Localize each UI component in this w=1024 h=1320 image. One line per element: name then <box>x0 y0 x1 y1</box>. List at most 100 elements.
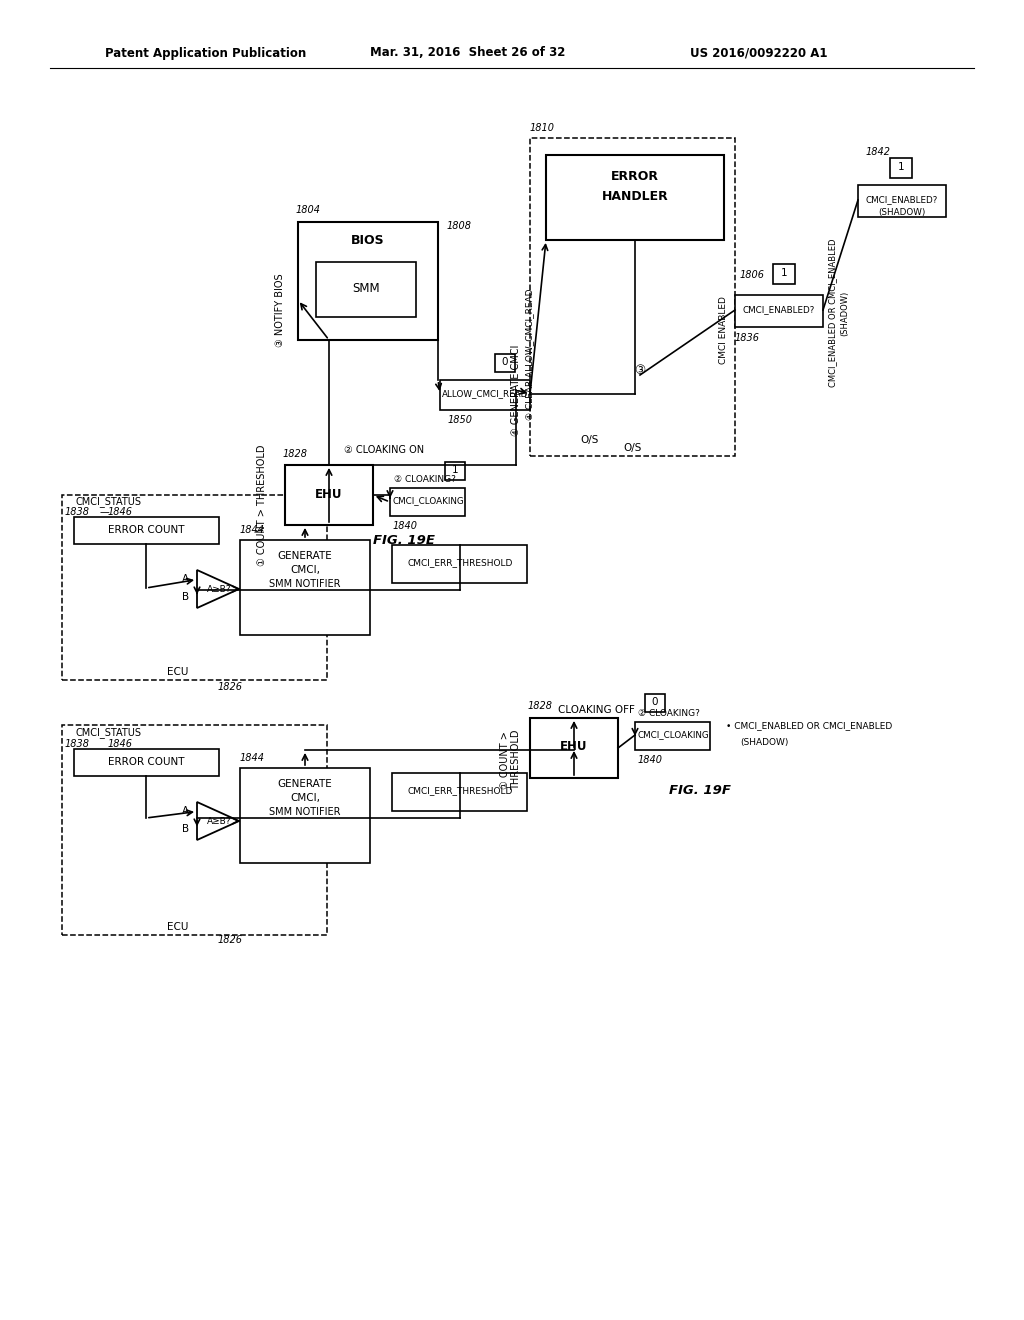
Text: A≥B?: A≥B? <box>207 585 231 594</box>
Bar <box>74 517 219 544</box>
Bar <box>530 139 735 455</box>
Text: 1842: 1842 <box>866 147 891 157</box>
Text: ③ NOTIFY BIOS: ③ NOTIFY BIOS <box>275 273 285 347</box>
Text: 1: 1 <box>452 465 459 475</box>
Text: FIG. 19F: FIG. 19F <box>669 784 731 796</box>
Text: 1840: 1840 <box>638 755 663 766</box>
Text: BIOS: BIOS <box>351 234 385 247</box>
Text: O/S: O/S <box>624 444 642 453</box>
Text: (SHADOW): (SHADOW) <box>879 207 926 216</box>
Bar <box>546 154 724 240</box>
Bar <box>392 545 527 583</box>
Text: 1826: 1826 <box>217 935 243 945</box>
Text: ③: ③ <box>635 363 645 376</box>
Text: —: — <box>100 507 110 517</box>
Text: 0: 0 <box>502 356 508 367</box>
Text: CMCI_ENABLED?: CMCI_ENABLED? <box>866 195 938 205</box>
Text: 1826: 1826 <box>217 682 243 692</box>
Text: 1844: 1844 <box>240 752 265 763</box>
Text: 1806: 1806 <box>740 271 765 280</box>
Bar <box>635 722 710 750</box>
Text: 1846: 1846 <box>108 739 133 748</box>
Text: ① COUNT > THRESHOLD: ① COUNT > THRESHOLD <box>257 445 267 566</box>
Text: 1846: 1846 <box>108 507 133 517</box>
Text: ④ GENERATE CMCI: ④ GENERATE CMCI <box>511 345 521 436</box>
Text: 1808: 1808 <box>447 220 472 231</box>
Text: CMCI_CLOAKING: CMCI_CLOAKING <box>392 496 464 506</box>
Text: GENERATE: GENERATE <box>278 779 333 789</box>
Bar <box>390 488 465 516</box>
Text: CMCI_ERR_THRESHOLD: CMCI_ERR_THRESHOLD <box>408 558 513 568</box>
Text: CMCI ENABLED: CMCI ENABLED <box>720 296 728 364</box>
Bar <box>62 725 327 935</box>
Bar <box>440 380 530 411</box>
Bar <box>240 768 370 863</box>
Text: (SHADOW): (SHADOW) <box>841 290 850 335</box>
Text: 1838: 1838 <box>65 507 90 517</box>
Bar <box>735 294 823 327</box>
Text: ALLOW_CMCI_READ: ALLOW_CMCI_READ <box>441 389 528 399</box>
Bar <box>530 718 618 777</box>
Text: US 2016/0092220 A1: US 2016/0092220 A1 <box>690 46 827 59</box>
Text: CLOAKING OFF: CLOAKING OFF <box>557 705 635 715</box>
Text: ERROR COUNT: ERROR COUNT <box>108 756 184 767</box>
Bar <box>773 264 795 284</box>
Text: A≥B?: A≥B? <box>207 817 231 825</box>
Text: 1: 1 <box>898 162 904 172</box>
Text: 0: 0 <box>651 697 658 708</box>
Text: ERROR: ERROR <box>611 170 659 183</box>
Bar <box>74 748 219 776</box>
Text: A: A <box>182 574 189 585</box>
Bar <box>645 694 665 711</box>
Text: FIG. 19E: FIG. 19E <box>373 533 435 546</box>
Text: SMM NOTIFIER: SMM NOTIFIER <box>269 579 341 589</box>
Bar <box>316 261 416 317</box>
Text: Mar. 31, 2016  Sheet 26 of 32: Mar. 31, 2016 Sheet 26 of 32 <box>370 46 565 59</box>
Text: 1838: 1838 <box>65 739 90 748</box>
Text: ② CLOAKING?: ② CLOAKING? <box>394 475 456 484</box>
Text: ERROR COUNT: ERROR COUNT <box>108 525 184 535</box>
Text: CMCI_STATUS: CMCI_STATUS <box>75 496 141 507</box>
Text: ② CLOAKING?: ② CLOAKING? <box>638 710 699 718</box>
Text: CMCI_ERR_THRESHOLD: CMCI_ERR_THRESHOLD <box>408 787 513 796</box>
Text: CMCI_STATUS: CMCI_STATUS <box>75 727 141 738</box>
Text: ② CLOAKING ON: ② CLOAKING ON <box>344 445 424 455</box>
Text: CMCI_ENABLED OR CMCI_ENABLED: CMCI_ENABLED OR CMCI_ENABLED <box>828 239 838 387</box>
Text: 1810: 1810 <box>530 123 555 133</box>
Text: EHU: EHU <box>315 487 343 500</box>
Text: 1828: 1828 <box>528 701 553 711</box>
Text: ① COUNT >: ① COUNT > <box>500 731 510 789</box>
Bar <box>445 462 465 480</box>
Text: GENERATE: GENERATE <box>278 550 333 561</box>
Text: 1840: 1840 <box>393 521 418 531</box>
Text: 1804: 1804 <box>296 205 321 215</box>
Text: SMM NOTIFIER: SMM NOTIFIER <box>269 807 341 817</box>
Text: CMCI_ENABLED?: CMCI_ENABLED? <box>742 305 815 314</box>
Text: B: B <box>182 825 189 834</box>
Bar <box>62 495 327 680</box>
Text: 1: 1 <box>780 268 787 279</box>
Text: THRESHOLD: THRESHOLD <box>511 730 521 791</box>
Text: 1850: 1850 <box>449 414 473 425</box>
Text: EHU: EHU <box>560 741 588 754</box>
Text: A: A <box>182 807 189 817</box>
Text: CMCI_CLOAKING: CMCI_CLOAKING <box>637 730 709 739</box>
Text: SMM: SMM <box>352 281 380 294</box>
Text: Patent Application Publication: Patent Application Publication <box>105 46 306 59</box>
Text: ECU: ECU <box>167 667 188 677</box>
Text: CMCI,: CMCI, <box>290 565 319 576</box>
Text: CMCI,: CMCI, <box>290 793 319 803</box>
Text: • CMCI_ENABLED OR CMCI_ENABLED: • CMCI_ENABLED OR CMCI_ENABLED <box>726 722 892 730</box>
Text: ④ CLEAR ALLOW_CMCI_READ: ④ CLEAR ALLOW_CMCI_READ <box>525 288 535 420</box>
Bar <box>392 774 527 810</box>
Text: 1844: 1844 <box>240 525 265 535</box>
Bar <box>858 185 946 216</box>
Text: 1828: 1828 <box>283 449 308 459</box>
Text: 1836: 1836 <box>735 333 760 343</box>
Text: ECU: ECU <box>167 921 188 932</box>
Bar <box>495 354 515 372</box>
Bar <box>890 158 912 178</box>
Text: O/S: O/S <box>580 436 598 445</box>
Text: HANDLER: HANDLER <box>602 190 669 203</box>
Bar <box>298 222 438 341</box>
